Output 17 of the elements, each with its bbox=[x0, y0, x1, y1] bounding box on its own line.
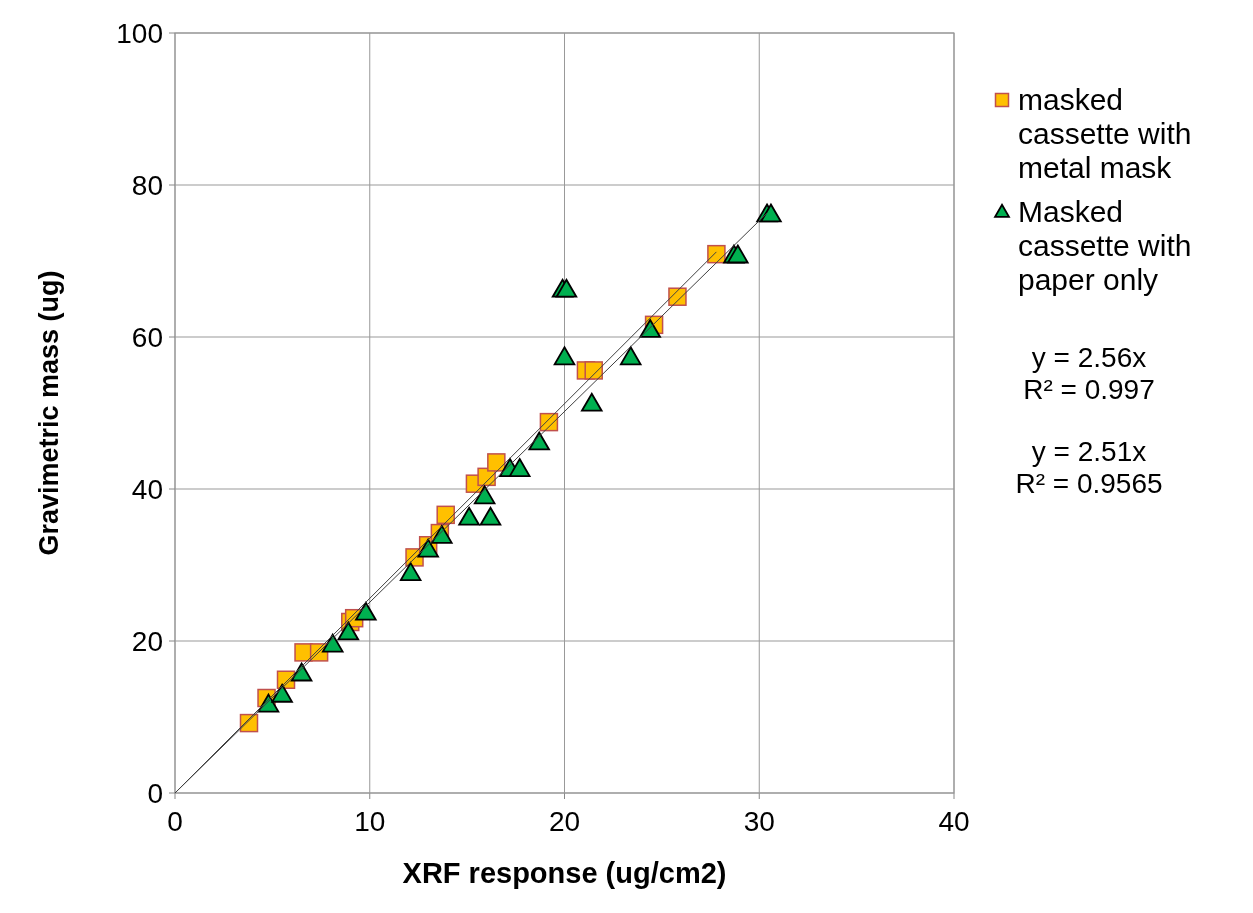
x-tick-label: 40 bbox=[938, 806, 970, 837]
y-tick-label: 80 bbox=[131, 170, 163, 201]
y-tick-label: 40 bbox=[131, 474, 163, 505]
x-tick-label: 20 bbox=[548, 806, 581, 837]
y-tick-label: 60 bbox=[131, 322, 163, 353]
y-tick-label: 100 bbox=[116, 18, 163, 49]
text: y = 2.56x R² = 0.997 bbox=[1023, 342, 1155, 405]
x-axis-title: XRF response (ug/cm2) bbox=[402, 857, 727, 889]
x-tick-label: 30 bbox=[743, 806, 775, 837]
x-tick-label: 0 bbox=[167, 806, 183, 837]
y-tick-label: 0 bbox=[147, 778, 163, 809]
y-axis-title: Gravimetric mass (ug) bbox=[34, 270, 64, 556]
text: y = 2.51x R² = 0.9565 bbox=[1015, 436, 1163, 499]
legend-label: masked cassette with metal mask bbox=[1018, 83, 1192, 184]
x-tick-label: 10 bbox=[354, 806, 386, 837]
y-tick-label: 20 bbox=[131, 626, 163, 657]
legend-label: Masked cassette with paper only bbox=[1018, 195, 1192, 296]
